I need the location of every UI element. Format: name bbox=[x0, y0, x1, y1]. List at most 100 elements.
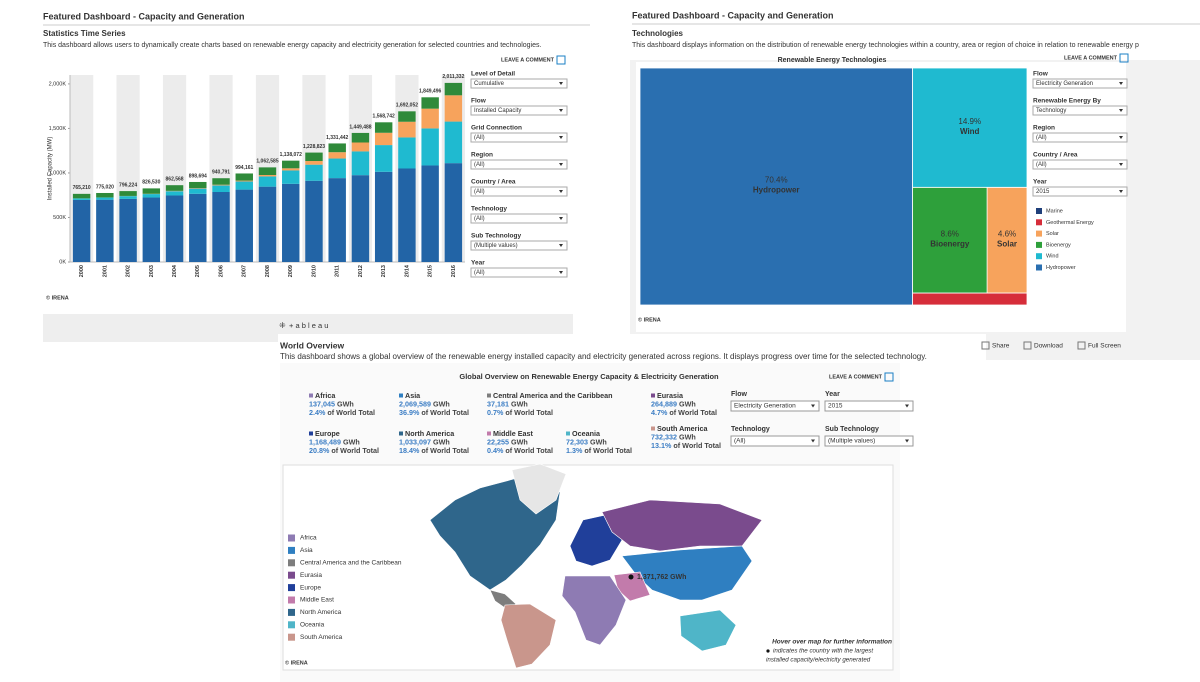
region-swatch bbox=[309, 393, 313, 398]
legend-swatch bbox=[288, 546, 295, 554]
total-label: 2,011,332 bbox=[442, 74, 464, 80]
region-share-text: of World Total bbox=[584, 446, 632, 455]
region-value: 2,069,589 bbox=[399, 399, 431, 408]
toolbar-button[interactable]: Share bbox=[992, 343, 1010, 350]
x-tick-label: 2005 bbox=[195, 265, 201, 277]
filter-label: Country / Area bbox=[471, 179, 516, 186]
dropdown-arrow bbox=[1119, 82, 1123, 85]
region-unit: GWh bbox=[433, 437, 450, 446]
region-share-text: of World Total bbox=[331, 446, 379, 455]
region-share-line: 0.7% of World Total bbox=[487, 408, 553, 417]
x-tick-label: 2007 bbox=[242, 265, 248, 277]
region-value-line: 1,033,097 GWh bbox=[399, 437, 450, 446]
leave-comment: LEAVE A COMMENT bbox=[501, 57, 555, 63]
dropdown-arrow bbox=[1119, 136, 1123, 139]
x-tick-label: 2002 bbox=[126, 265, 132, 277]
region-share-text: of World Total bbox=[505, 446, 553, 455]
legend-label: Bioenergy bbox=[1046, 242, 1071, 248]
hint-dot bbox=[766, 649, 770, 653]
bar-segment bbox=[142, 197, 161, 262]
legend-label: South America bbox=[300, 634, 343, 641]
filter-dropdown bbox=[470, 159, 568, 170]
dropdown-arrow bbox=[559, 82, 563, 85]
region-value-line: 732,332 GWh bbox=[651, 432, 696, 441]
region-name: Middle East bbox=[493, 429, 534, 438]
region-name: Oceania bbox=[572, 429, 601, 438]
filter-value: Installed Capacity bbox=[474, 108, 521, 114]
y-tick-label: 1,000K bbox=[49, 170, 67, 176]
dropdown-arrow bbox=[1119, 190, 1123, 193]
legend-swatch bbox=[1036, 208, 1042, 214]
cell-value-label: 14.9% bbox=[958, 117, 981, 126]
legend-swatch bbox=[1036, 264, 1042, 271]
dashboard-title: Technologies bbox=[632, 29, 684, 38]
total-label: 940,791 bbox=[212, 170, 230, 176]
bar-segment bbox=[305, 161, 323, 165]
total-label: 1,568,742 bbox=[373, 114, 395, 120]
toolbar-button[interactable]: Full Screen bbox=[1088, 343, 1121, 350]
bar-segment bbox=[444, 95, 463, 122]
filter-dropdown bbox=[470, 132, 568, 143]
filter-value: Cumulative bbox=[474, 81, 505, 87]
cell-value-label: 70.4% bbox=[765, 176, 788, 185]
filter-dropdown bbox=[824, 400, 914, 412]
filter-label: Flow bbox=[731, 391, 747, 398]
region-share-text: of World Total bbox=[669, 408, 717, 417]
filter-dropdown bbox=[470, 78, 568, 89]
toolbar-button[interactable]: Download bbox=[1034, 343, 1063, 350]
region-name: Europe bbox=[315, 429, 340, 438]
bar-segment bbox=[351, 151, 370, 176]
region-swatch bbox=[309, 431, 313, 436]
filter-value: (All) bbox=[734, 438, 746, 445]
toolbar-icon bbox=[981, 341, 990, 350]
bar-segment bbox=[165, 185, 184, 191]
total-label: 1,449,488 bbox=[349, 124, 371, 130]
filter-value: (All) bbox=[1036, 135, 1047, 141]
x-tick-label: 2014 bbox=[404, 264, 410, 277]
dropdown-arrow bbox=[905, 404, 909, 408]
region-unit: GWh bbox=[433, 399, 450, 408]
region-share-text: of World Total bbox=[673, 441, 721, 450]
total-label: 775,020 bbox=[96, 184, 114, 190]
filter-value: 2015 bbox=[828, 403, 843, 410]
legend-label: Europe bbox=[300, 584, 321, 591]
bar-segment bbox=[305, 164, 323, 181]
bar-segment bbox=[96, 199, 114, 262]
region-swatch bbox=[651, 426, 655, 431]
total-label: 1,138,072 bbox=[280, 152, 302, 158]
region-value: 72,303 bbox=[566, 437, 588, 446]
legend-swatch bbox=[1036, 253, 1042, 260]
bar-segment bbox=[421, 128, 439, 166]
region-share: 0.4% bbox=[487, 446, 504, 455]
bar-segment bbox=[421, 165, 439, 262]
legend-label: Eurasia bbox=[300, 572, 322, 579]
filter-label: Year bbox=[1033, 179, 1047, 186]
bar-segment bbox=[328, 143, 346, 153]
filter-dropdown bbox=[470, 240, 568, 251]
credit: © IRENA bbox=[638, 316, 661, 323]
region-swatch bbox=[487, 431, 491, 436]
region-share-line: 4.7% of World Total bbox=[651, 408, 717, 417]
region-value: 22,255 bbox=[487, 437, 509, 446]
legend-label: Wind bbox=[1046, 254, 1059, 260]
treemap-cell bbox=[912, 186, 988, 294]
dropdown-arrow bbox=[559, 136, 563, 139]
legend-label: Marine bbox=[1046, 208, 1063, 214]
legend-label: Asia bbox=[300, 547, 313, 554]
bar-segment bbox=[444, 82, 463, 96]
bar-segment bbox=[72, 193, 91, 199]
total-label: 1,228,823 bbox=[303, 144, 325, 150]
bar-segment bbox=[258, 167, 277, 176]
x-tick-label: 2000 bbox=[79, 265, 85, 277]
total-label: 796,224 bbox=[119, 182, 137, 188]
dashboard-description: This dashboard allows users to dynamical… bbox=[43, 42, 542, 49]
total-label: 826,530 bbox=[142, 180, 160, 186]
dashboard-title: Statistics Time Series bbox=[43, 29, 126, 38]
total-label: 994,161 bbox=[235, 165, 253, 171]
region-value: 732,332 bbox=[651, 432, 677, 441]
treemap-cell bbox=[986, 186, 1028, 294]
dropdown-arrow bbox=[559, 163, 563, 166]
filter-label: Grid Connection bbox=[471, 125, 522, 132]
region-share: 1.3% bbox=[566, 446, 583, 455]
filter-dropdown bbox=[470, 105, 568, 116]
